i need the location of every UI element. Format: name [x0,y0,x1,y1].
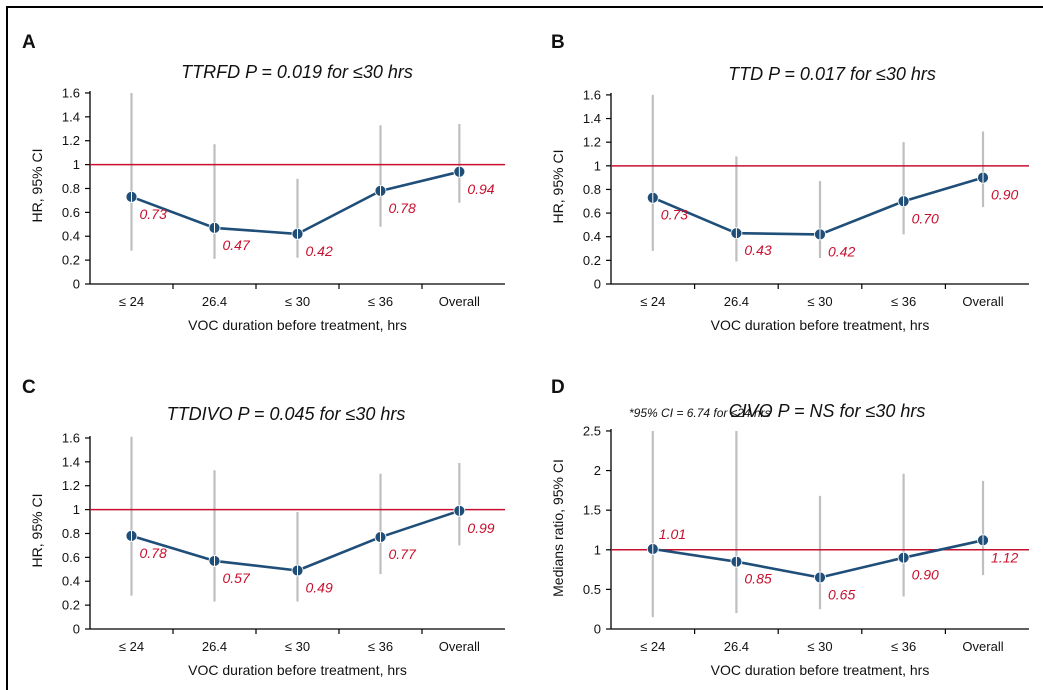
y-tick-label: 1.6 [62,430,80,445]
y-axis-title: HR, 95% CI [550,150,566,224]
panel-letter: A [22,32,36,53]
y-tick-label: 0.2 [583,253,601,268]
y-tick-label: 0 [73,622,80,637]
data-label: 0.77 [389,546,417,562]
x-axis-title: VOC duration before treatment, hrs [711,662,930,678]
y-tick-label: 0.6 [583,206,601,221]
data-label: 0.99 [467,520,494,536]
y-tick-label: 1.4 [62,454,80,469]
x-tick-label: ≤ 30 [285,639,310,654]
y-tick-label: 1.2 [62,478,80,493]
data-label: 0.57 [223,570,251,586]
panel-title: TTD P = 0.017 for ≤30 hrs [728,64,936,84]
x-tick-label: ≤ 30 [285,294,310,309]
data-label: 0.43 [744,242,771,258]
data-label: 0.73 [661,207,688,223]
x-tick-label: Overall [439,294,480,309]
y-tick-label: 2 [594,463,601,478]
y-tick-label: 1.6 [583,87,601,102]
frame-top-border [6,6,1043,8]
data-label: 0.47 [223,237,251,253]
y-tick-label: 0.2 [62,598,80,613]
x-axis-title: VOC duration before treatment, hrs [711,317,930,333]
y-axis-title: Medians ratio, 95% CI [550,459,566,597]
data-label: 0.94 [467,181,494,197]
y-tick-label: 0.8 [62,181,80,196]
x-tick-label: ≤ 30 [807,294,832,309]
x-tick-label: 26.4 [202,639,227,654]
x-tick-label: ≤ 24 [640,639,665,654]
data-label: 0.78 [389,200,416,216]
panel-title: TTRFD P = 0.019 for ≤30 hrs [181,62,413,82]
y-tick-label: 1.2 [583,135,601,150]
panel-a: A TTRFD P = 0.019 for ≤30 hrs 0 0.2 0.4 0.6 0.… [22,32,505,333]
y-tick-label: 1.5 [583,503,601,518]
y-axis-title: HR, 95% CI [29,494,45,568]
data-label: 0.42 [828,243,855,259]
y-tick-label: 0.4 [62,574,80,589]
y-tick-label: 1 [594,158,601,173]
x-tick-label: Overall [962,294,1003,309]
x-tick-label: ≤ 36 [368,294,393,309]
panel-title: CIVO P = NS for ≤30 hrs [729,401,926,421]
y-tick-label: 1 [594,542,601,557]
data-label: 0.90 [991,187,1018,203]
x-tick-label: ≤ 36 [891,294,916,309]
panel-letter: C [22,377,36,398]
y-tick-label: 0.5 [583,582,601,597]
data-label: 0.42 [306,243,333,259]
data-label: 0.73 [140,206,167,222]
y-tick-label: 1.4 [62,109,80,124]
x-tick-label: ≤ 24 [119,294,144,309]
data-label: 0.78 [140,545,167,561]
x-tick-label: 26.4 [724,639,749,654]
x-tick-label: 26.4 [202,294,227,309]
x-tick-label: ≤ 36 [368,639,393,654]
y-axis-title: HR, 95% CI [29,149,45,223]
x-tick-label: 26.4 [724,294,749,309]
x-axis-title: VOC duration before treatment, hrs [188,317,407,333]
panel-b: B TTD P = 0.017 for ≤30 hrs 0 0.2 0.4 0.6 0.8 1… [550,32,1029,333]
y-tick-label: 0.4 [62,229,80,244]
x-axis-title: VOC duration before treatment, hrs [188,662,407,678]
panel-letter: B [551,32,565,53]
y-tick-label: 2.5 [583,423,601,438]
x-tick-label: ≤ 36 [891,639,916,654]
data-label: 0.70 [912,210,939,226]
y-tick-label: 1 [73,502,80,517]
y-tick-label: 0 [594,622,601,637]
y-tick-label: 1.4 [583,111,601,126]
y-tick-label: 1.6 [62,85,80,100]
data-label: 0.65 [828,587,855,603]
data-label: 0.49 [306,579,333,595]
frame-left-border [6,6,8,690]
y-tick-label: 1.2 [62,133,80,148]
data-label: 1.12 [991,549,1018,565]
y-tick-label: 1 [73,157,80,172]
x-tick-label: ≤ 24 [640,294,665,309]
panel-c: C TTDIVO P = 0.045 for ≤30 hrs 0 0.2 0.4 0.6 0… [22,377,505,678]
panel-note: *95% CI = 6.74 for ≤24 hrs [629,406,771,420]
data-label: 1.01 [659,526,686,542]
y-tick-label: 0.4 [583,229,601,244]
y-tick-label: 0 [73,277,80,292]
x-tick-label: ≤ 24 [119,639,144,654]
y-tick-label: 0.8 [583,182,601,197]
y-tick-label: 0.2 [62,253,80,268]
y-tick-label: 0.6 [62,205,80,220]
x-tick-label: ≤ 30 [807,639,832,654]
y-tick-label: 0.6 [62,550,80,565]
x-tick-label: Overall [439,639,480,654]
panel-title: TTDIVO P = 0.045 for ≤30 hrs [167,404,406,424]
panel-d: D CIVO P = NS for ≤30 hrs 0 0.5 1 1.5 2 2.5 ≤ 24… [550,377,1029,678]
data-label: 0.85 [744,571,771,587]
y-tick-label: 0.8 [62,526,80,541]
data-label: 0.90 [912,567,939,583]
x-tick-label: Overall [962,639,1003,654]
panel-letter: D [551,377,565,398]
y-tick-label: 0 [594,277,601,292]
